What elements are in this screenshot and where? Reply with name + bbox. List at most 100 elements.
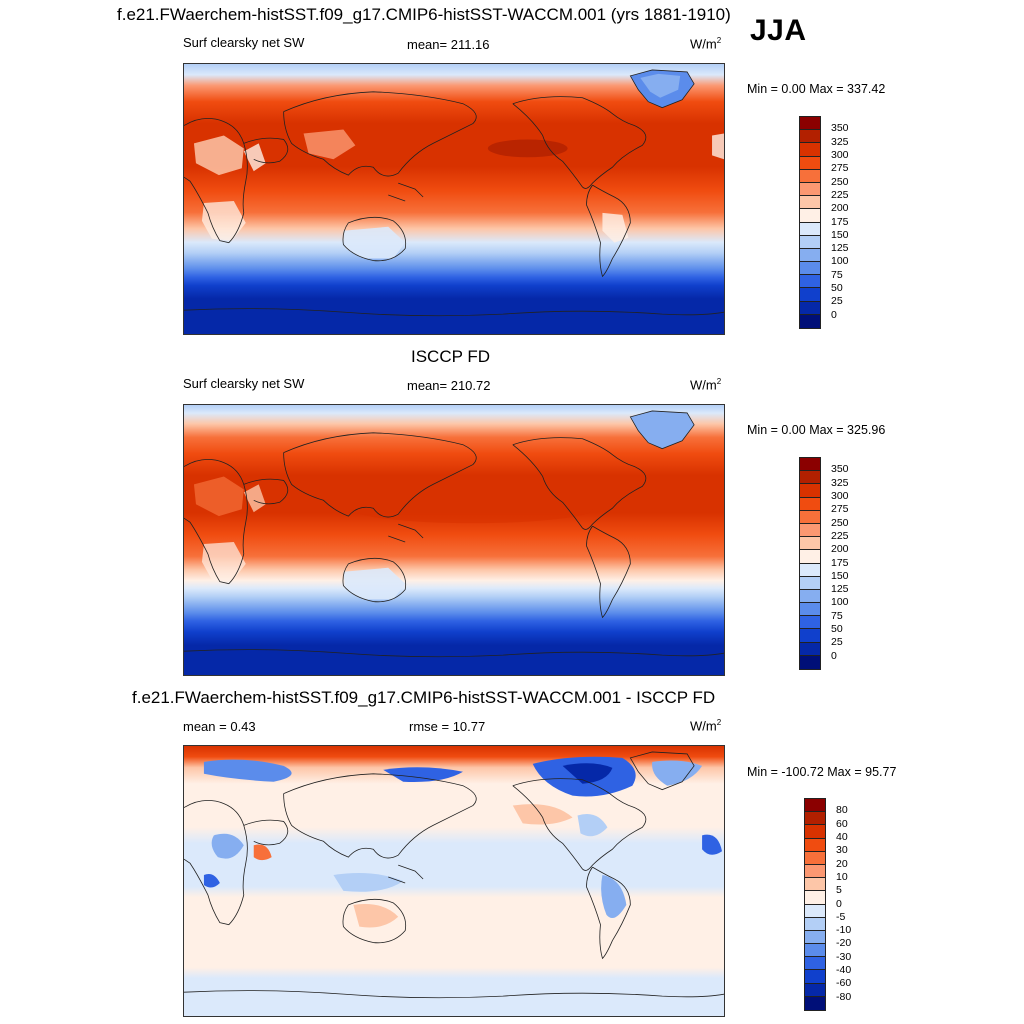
colorbar-swatch xyxy=(805,825,825,839)
panel3-mean-label: mean = 0.43 xyxy=(183,719,256,734)
panel1-colorbar xyxy=(799,116,821,329)
colorbar-tick-label: 250 xyxy=(831,175,849,188)
panel3-rmse-label: rmse = 10.77 xyxy=(409,719,486,734)
colorbar-tick-label: 40 xyxy=(836,830,848,843)
colorbar-tick-label: 150 xyxy=(831,228,849,241)
colorbar-swatch xyxy=(800,275,820,289)
colorbar-swatch xyxy=(800,143,820,157)
colorbar-tick-label: 350 xyxy=(831,122,849,135)
colorbar-tick-label: 0 xyxy=(836,897,842,910)
colorbar-swatch xyxy=(805,983,825,997)
colorbar-swatch xyxy=(805,891,825,905)
colorbar-swatch xyxy=(805,838,825,852)
colorbar-swatch xyxy=(805,851,825,865)
colorbar-tick-label: 50 xyxy=(831,623,843,636)
colorbar-swatch xyxy=(805,864,825,879)
colorbar-swatch xyxy=(800,497,820,511)
colorbar-swatch xyxy=(800,235,820,249)
colorbar-swatch xyxy=(800,537,820,551)
panel1-mean-label: mean= 211.16 xyxy=(407,37,490,52)
colorbar-tick-label: 100 xyxy=(831,255,849,268)
colorbar-tick-label: 75 xyxy=(831,609,843,622)
colorbar-swatch xyxy=(800,196,820,210)
colorbar-swatch xyxy=(805,799,825,813)
colorbar-tick-label: -40 xyxy=(836,964,852,977)
colorbar-swatch xyxy=(805,904,825,918)
panel3-map xyxy=(183,745,725,1017)
panel2-variable-label: Surf clearsky net SW xyxy=(183,376,305,391)
colorbar-swatch xyxy=(805,878,825,892)
colorbar-tick-label: 300 xyxy=(831,148,849,161)
panel2-mean-label: mean= 210.72 xyxy=(407,378,491,393)
colorbar-tick-label: 325 xyxy=(831,476,849,489)
panel2-minmax: Min = 0.00 Max = 325.96 xyxy=(747,423,886,437)
colorbar-tick-label: 0 xyxy=(831,649,837,662)
panel2-units: W/m2 xyxy=(690,377,722,393)
colorbar-swatch xyxy=(800,471,820,485)
colorbar-tick-label: 200 xyxy=(831,202,849,215)
colorbar-swatch xyxy=(800,510,820,524)
colorbar-swatch xyxy=(800,589,820,604)
colorbar-tick-label: 225 xyxy=(831,188,849,201)
panel1-map xyxy=(183,63,725,335)
colorbar-swatch xyxy=(805,812,825,826)
colorbar-swatch xyxy=(805,996,825,1010)
season-label: JJA xyxy=(750,14,807,47)
colorbar-swatch xyxy=(800,169,820,183)
colorbar-swatch xyxy=(800,550,820,564)
panel3-heading: f.e21.FWaerchem-histSST.f09_g17.CMIP6-hi… xyxy=(132,688,716,707)
colorbar-swatch xyxy=(800,563,820,577)
colorbar-tick-label: -20 xyxy=(836,937,852,950)
panel2-map xyxy=(183,404,725,676)
colorbar-swatch xyxy=(800,603,820,617)
colorbar-tick-label: 300 xyxy=(831,489,849,502)
colorbar-tick-label: 80 xyxy=(836,804,848,817)
colorbar-swatch xyxy=(800,655,820,669)
colorbar-tick-label: 25 xyxy=(831,295,843,308)
colorbar-swatch xyxy=(800,209,820,223)
figure-title: f.e21.FWaerchem-histSST.f09_g17.CMIP6-hi… xyxy=(117,5,731,24)
colorbar-swatch xyxy=(805,930,825,945)
colorbar-swatch xyxy=(800,130,820,144)
colorbar-swatch xyxy=(800,314,820,328)
colorbar-swatch xyxy=(805,917,825,931)
colorbar-swatch xyxy=(800,156,820,170)
colorbar-tick-label: 10 xyxy=(836,870,848,883)
colorbar-tick-label: 275 xyxy=(831,503,849,516)
colorbar-tick-label: 30 xyxy=(836,844,848,857)
colorbar-tick-label: -10 xyxy=(836,924,852,937)
colorbar-tick-label: -80 xyxy=(836,990,852,1003)
colorbar-tick-label: 175 xyxy=(831,556,849,569)
colorbar-tick-label: 50 xyxy=(831,282,843,295)
colorbar-tick-label: -30 xyxy=(836,950,852,963)
colorbar-tick-label: 5 xyxy=(836,884,842,897)
colorbar-swatch xyxy=(800,222,820,236)
colorbar-tick-label: 325 xyxy=(831,135,849,148)
colorbar-swatch xyxy=(805,970,825,984)
colorbar-tick-label: 175 xyxy=(831,215,849,228)
colorbar-tick-label: 100 xyxy=(831,596,849,609)
panel2-heading: ISCCP FD xyxy=(411,347,491,366)
panel1-units: W/m2 xyxy=(690,36,722,52)
colorbar-swatch xyxy=(800,117,820,131)
colorbar-swatch xyxy=(800,629,820,643)
colorbar-swatch xyxy=(805,944,825,958)
colorbar-tick-label: -5 xyxy=(836,910,846,923)
colorbar-tick-label: 0 xyxy=(831,308,837,321)
colorbar-tick-label: 20 xyxy=(836,857,848,870)
colorbar-swatch xyxy=(800,182,820,197)
panel1-minmax: Min = 0.00 Max = 337.42 xyxy=(747,82,886,96)
colorbar-swatch xyxy=(800,576,820,590)
panel3-units: W/m2 xyxy=(690,718,722,734)
colorbar-swatch xyxy=(800,616,820,630)
colorbar-tick-label: 350 xyxy=(831,463,849,476)
panel3-colorbar xyxy=(804,798,826,1011)
colorbar-swatch xyxy=(800,248,820,263)
colorbar-tick-label: 125 xyxy=(831,583,849,596)
colorbar-tick-label: 275 xyxy=(831,162,849,175)
colorbar-swatch xyxy=(800,262,820,276)
colorbar-tick-label: 225 xyxy=(831,529,849,542)
colorbar-swatch xyxy=(805,957,825,971)
panel1-variable-label: Surf clearsky net SW xyxy=(183,35,305,50)
colorbar-tick-label: -60 xyxy=(836,977,852,990)
